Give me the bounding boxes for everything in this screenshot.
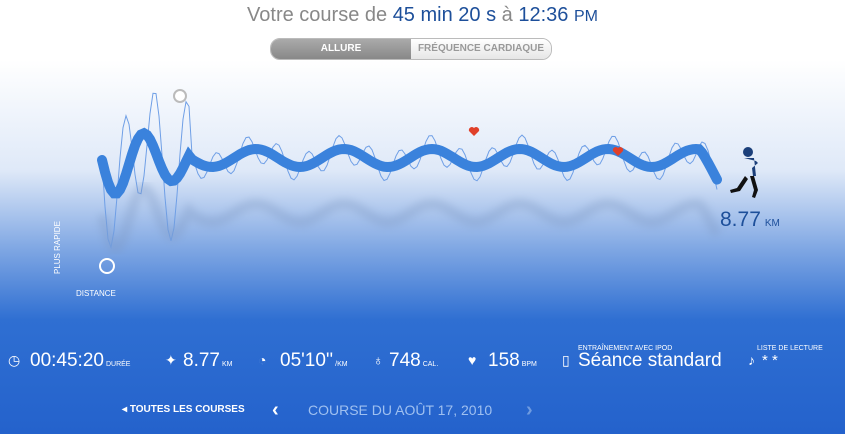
distance-value: 8.77 — [720, 208, 761, 231]
run-title: Votre course de 45 min 20 s à 12:36 PM — [0, 4, 845, 27]
marker-start — [99, 258, 115, 274]
icon-music: ♪ — [748, 352, 755, 368]
icon-ipod: ▯ — [562, 352, 570, 368]
heart — [468, 127, 480, 136]
ipod-label: ENTRAÎNEMENT AVEC IPOD — [578, 345, 673, 352]
all-runs-text: TOUTES LES COURSES — [129, 404, 245, 415]
stat-pace: 05'10''/KM — [280, 350, 348, 372]
total-distance: 8.77 KM — [720, 208, 780, 232]
x-label: DISTANCE — [76, 289, 116, 298]
distance-unit: KM — [764, 218, 780, 229]
stat-value: 748 — [389, 350, 421, 371]
title-ampm: PM — [573, 8, 598, 25]
marker-top — [173, 89, 187, 103]
ipod-workout: Séance standard — [578, 350, 722, 371]
stat-duration: 00:45:20 DURÉE — [30, 350, 130, 372]
stat-value: 00:45:20 — [30, 350, 104, 371]
stat-unit: KM — [221, 361, 233, 368]
playlist-value: * * — [762, 352, 778, 369]
stat-unit: DURÉE — [105, 361, 131, 368]
title-at: à — [501, 4, 513, 26]
next-run[interactable]: › — [526, 399, 533, 421]
title-duration: 45 min 20 s — [392, 4, 497, 26]
stat-calories: 748 CAL. — [389, 350, 438, 372]
tab-pace[interactable]: ALLURE — [271, 39, 411, 59]
stat-unit: CAL. — [422, 361, 439, 368]
run-date: COURSE DU AOÛT 17, 2010 — [308, 402, 493, 418]
stat-heart-rate: 158 BPM — [488, 350, 537, 372]
stat-value: 05'10'' — [280, 350, 334, 371]
tab-heart-rate[interactable]: FRÉQUENCE CARDIAQUE — [411, 39, 551, 59]
stat-unit: BPM — [521, 361, 537, 368]
icon-heart: ♥ — [468, 352, 477, 368]
icon-clock: ◷ — [8, 352, 21, 368]
pace-detail — [101, 92, 718, 250]
playlist-label: LISTE DE LECTURE — [757, 345, 823, 352]
title-prefix: Votre course de — [247, 4, 388, 26]
y-label: PLUS RAPIDE — [53, 221, 62, 274]
runner — [730, 147, 758, 198]
heart — [612, 147, 624, 156]
prev-run[interactable]: ‹ — [272, 399, 279, 421]
tab-switch: ALLURE FRÉQUENCE CARDIAQUE — [270, 38, 552, 60]
all-runs-link[interactable]: ◂ TOUTES LES COURSES — [122, 404, 245, 415]
stat-value: 158 — [488, 350, 520, 371]
pace-graph — [97, 89, 758, 274]
stat-distance: 8.77 KM — [183, 350, 232, 372]
pace-reflection — [97, 182, 722, 254]
icon-trophy: ♁ — [373, 352, 384, 368]
stat-unit: /KM — [335, 361, 348, 368]
icon-stopwatch: ◔ — [258, 352, 267, 368]
icon-pin: ✦ — [165, 352, 177, 368]
stat-value: 8.77 — [183, 350, 220, 371]
title-time: 12:36 — [518, 4, 569, 26]
